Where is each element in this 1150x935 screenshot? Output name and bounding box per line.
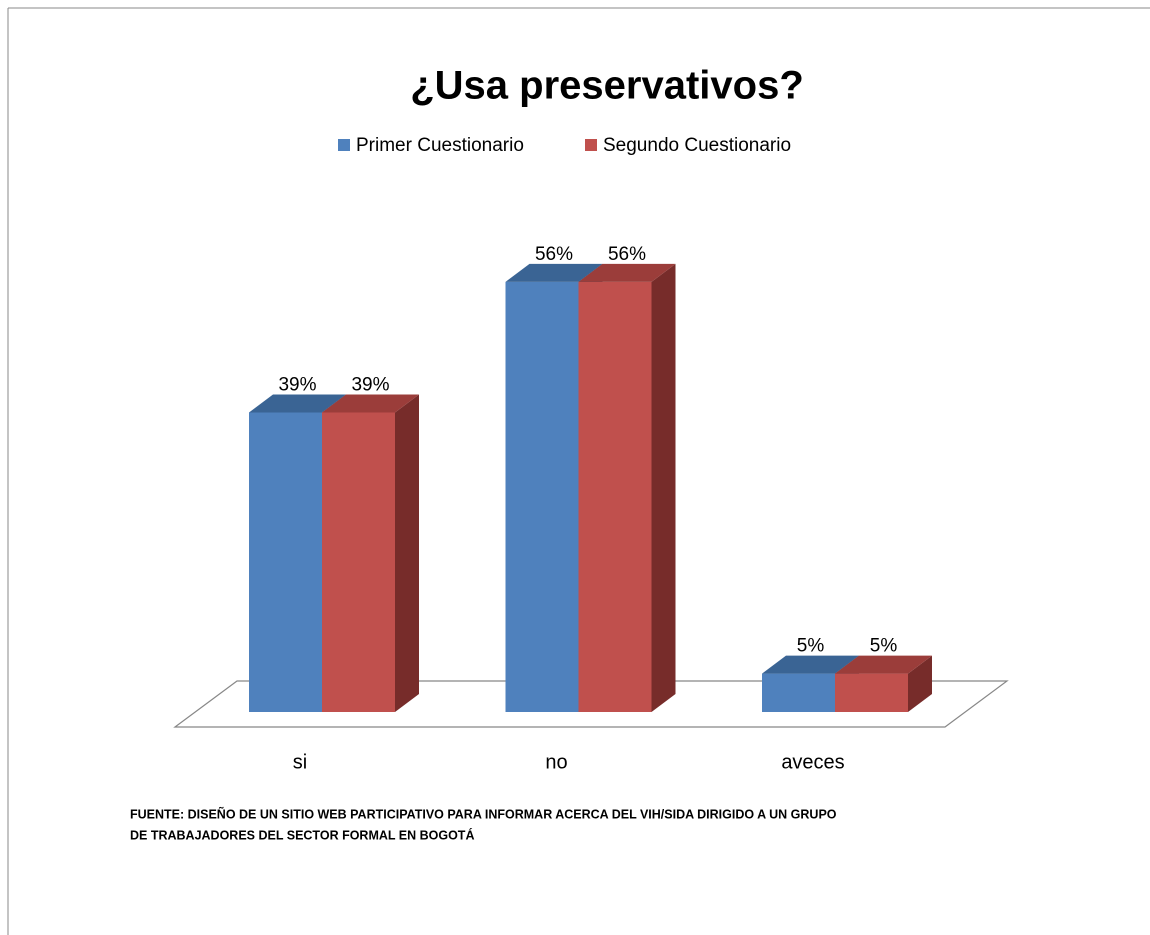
value-label: 56%: [535, 244, 573, 265]
bar: [762, 673, 835, 712]
value-label: 39%: [351, 374, 389, 395]
legend-swatch: [338, 139, 350, 151]
value-label: 5%: [870, 636, 898, 657]
value-label: 56%: [608, 244, 646, 265]
legend-label: Primer Cuestionario: [356, 135, 524, 156]
source-line: FUENTE: DISEÑO DE UN SITIO WEB PARTICIPA…: [130, 806, 837, 821]
bar-side: [395, 394, 419, 712]
bar-top: [322, 394, 419, 413]
x-tick-label: si: [293, 751, 307, 773]
bar-top: [505, 263, 603, 282]
chart-title: ¿Usa preservativos?: [410, 64, 804, 108]
legend-swatch: [585, 139, 597, 151]
x-tick-label: no: [545, 751, 567, 773]
x-tick-label: aveces: [781, 751, 844, 773]
bar-side: [651, 263, 676, 712]
bar-top: [249, 394, 346, 413]
bar-top: [762, 655, 859, 674]
source-line: DE TRABAJADORES DEL SECTOR FORMAL EN BOG…: [130, 827, 474, 842]
bar: [249, 412, 322, 712]
bar: [578, 281, 652, 712]
bar: [835, 673, 908, 712]
bar-top: [578, 263, 676, 282]
bar: [505, 281, 579, 712]
bar-side: [908, 655, 932, 712]
value-label: 5%: [797, 636, 825, 657]
bar-top: [835, 655, 932, 674]
bar: [322, 412, 395, 712]
legend-label: Segundo Cuestionario: [603, 135, 791, 156]
value-label: 39%: [278, 374, 316, 395]
